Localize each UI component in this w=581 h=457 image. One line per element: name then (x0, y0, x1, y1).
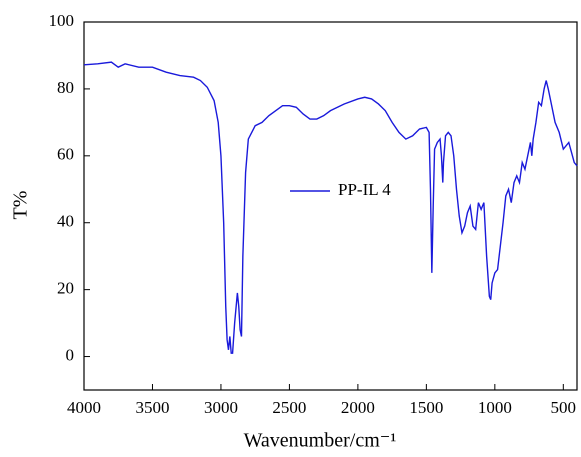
x-tick-label: 4000 (67, 398, 101, 417)
y-tick-label: 100 (49, 11, 75, 30)
x-tick-label: 2000 (341, 398, 375, 417)
x-tick-label: 3000 (204, 398, 238, 417)
y-tick-label: 20 (57, 279, 74, 298)
plot-frame (83, 21, 578, 391)
x-tick-label: 1000 (478, 398, 512, 417)
x-tick-label: 1500 (409, 398, 443, 417)
spectrum-line (83, 61, 578, 354)
y-tick-label: 0 (66, 345, 75, 364)
legend-label: PP-IL 4 (338, 180, 391, 199)
x-tick-label: 500 (551, 398, 577, 417)
y-tick-label: 40 (57, 212, 74, 231)
x-axis-label: Wavenumber/cm⁻¹ (244, 430, 397, 452)
y-tick-label: 60 (57, 145, 74, 164)
x-tick-label: 3500 (135, 398, 169, 417)
y-tick-label: 80 (57, 78, 74, 97)
y-axis-label: T% (10, 191, 32, 220)
x-tick-label: 2500 (272, 398, 306, 417)
